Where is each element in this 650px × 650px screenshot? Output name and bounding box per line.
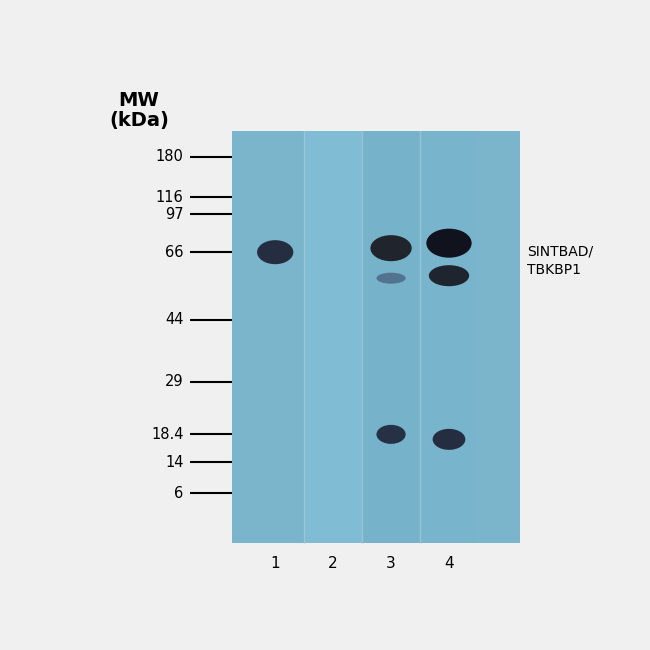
Text: 2: 2 bbox=[328, 556, 338, 571]
Text: 14: 14 bbox=[165, 455, 183, 470]
Ellipse shape bbox=[433, 429, 465, 450]
Text: 4: 4 bbox=[444, 556, 454, 571]
Text: 18.4: 18.4 bbox=[151, 427, 183, 442]
Ellipse shape bbox=[429, 265, 469, 286]
Ellipse shape bbox=[370, 235, 411, 261]
Text: 3: 3 bbox=[386, 556, 396, 571]
Text: 116: 116 bbox=[156, 190, 183, 205]
Text: 180: 180 bbox=[155, 149, 183, 164]
Text: 44: 44 bbox=[165, 312, 183, 327]
Text: 97: 97 bbox=[165, 207, 183, 222]
Ellipse shape bbox=[426, 229, 472, 257]
Text: MW: MW bbox=[119, 91, 160, 110]
Ellipse shape bbox=[376, 273, 406, 283]
Text: 29: 29 bbox=[165, 374, 183, 389]
FancyBboxPatch shape bbox=[233, 131, 519, 543]
Text: 1: 1 bbox=[270, 556, 280, 571]
Ellipse shape bbox=[257, 240, 293, 264]
FancyBboxPatch shape bbox=[421, 131, 478, 543]
Text: SINTBAD/
TBKBP1: SINTBAD/ TBKBP1 bbox=[527, 244, 593, 277]
Ellipse shape bbox=[376, 425, 406, 444]
FancyBboxPatch shape bbox=[304, 131, 362, 543]
Text: (kDa): (kDa) bbox=[109, 111, 169, 130]
Text: 6: 6 bbox=[174, 486, 183, 501]
Text: 66: 66 bbox=[165, 244, 183, 259]
FancyBboxPatch shape bbox=[246, 131, 304, 543]
FancyBboxPatch shape bbox=[362, 131, 420, 543]
